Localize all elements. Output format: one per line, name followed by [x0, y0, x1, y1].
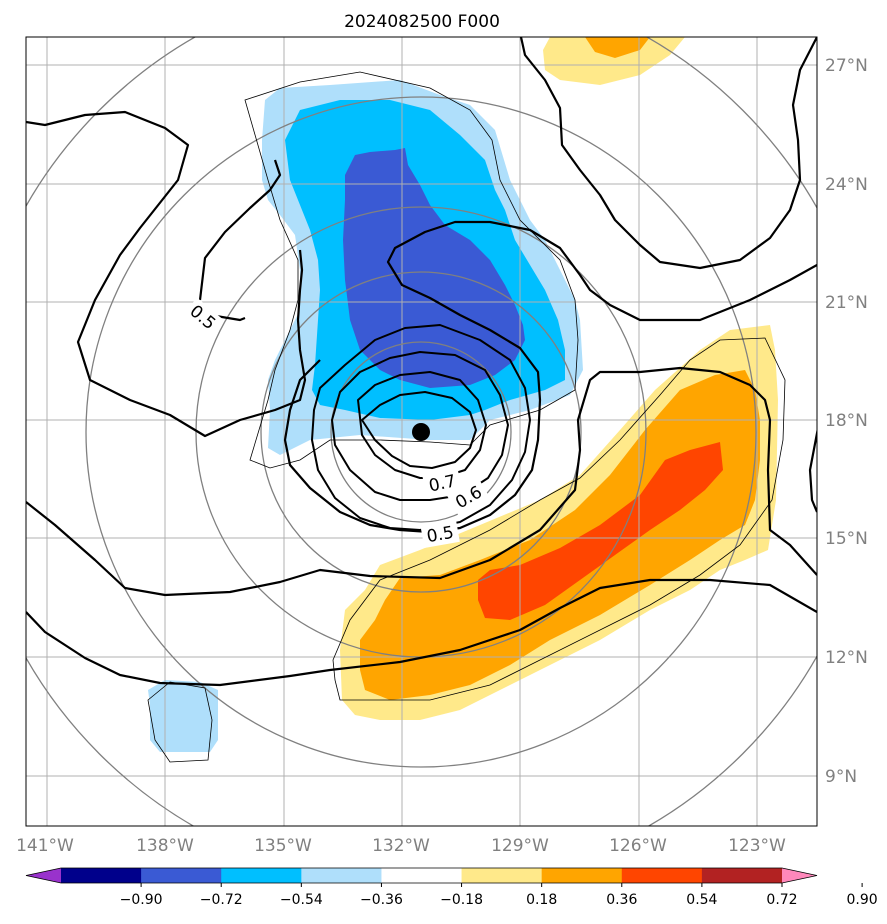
colorbar-tick-label: 0.54: [686, 892, 717, 908]
lon-label: 138°W: [136, 836, 194, 856]
lat-label: 9°N: [825, 767, 857, 787]
map-area: 0.5 0.7 0.6 0.5: [26, 37, 817, 826]
map-title: 2024082500 F000: [344, 12, 500, 32]
colorbar-extend-low: [26, 868, 61, 883]
lat-label: 21°N: [825, 293, 868, 313]
colorbar-tick-label: −0.54: [280, 892, 323, 908]
colorbar-extend-high: [782, 868, 817, 883]
contour-labels: 0.5 0.7 0.6 0.5: [182, 297, 490, 548]
colorbar-tick-label: 0.90: [847, 892, 878, 908]
colorbar-segment: [621, 868, 703, 883]
colorbar-tick-label: −0.90: [120, 892, 163, 908]
colorbar-segment: [541, 868, 623, 883]
lon-label: 132°W: [372, 836, 430, 856]
lon-label: 123°W: [728, 836, 786, 856]
colorbar-tick-label: 0.18: [526, 892, 557, 908]
lon-label: 126°W: [609, 836, 667, 856]
lon-label: 129°W: [491, 836, 549, 856]
colorbar-tick-label: 0.72: [766, 892, 797, 908]
lon-label: 135°W: [254, 836, 312, 856]
lat-label: 18°N: [825, 411, 868, 431]
lat-label: 27°N: [825, 56, 868, 76]
storm-center-marker: [412, 423, 430, 441]
center-contours: [311, 324, 531, 531]
colorbar-tick-label: 0.36: [606, 892, 637, 908]
lat-labels: 27°N 24°N 21°N 18°N 15°N 12°N 9°N: [825, 56, 868, 787]
lat-label: 24°N: [825, 175, 868, 195]
colorbar-tick-label: −0.36: [360, 892, 403, 908]
colorbar-tick-label: −0.18: [440, 892, 483, 908]
bold-contours: [26, 37, 817, 687]
lon-label: 141°W: [16, 836, 74, 856]
shade-orange: [360, 370, 760, 700]
lon-labels: 141°W 138°W 135°W 132°W 129°W 126°W 123°…: [16, 836, 786, 856]
colorbar-segment: [221, 868, 302, 883]
colorbar-segment: [381, 868, 463, 883]
colorbar-segment: [141, 868, 222, 883]
colorbar-tick-label: −0.72: [200, 892, 243, 908]
negative-shading: [148, 80, 583, 752]
shade-medium-blue: [343, 148, 525, 388]
colorbar-segment: [301, 868, 382, 883]
lat-label: 12°N: [825, 648, 868, 668]
positive-shading: [340, 37, 778, 720]
colorbar-segment: [61, 868, 142, 883]
shade-top-yellow: [543, 37, 685, 85]
map-border: [25, 36, 818, 827]
shade-top-orange: [585, 37, 650, 58]
colorbar-segment: [461, 868, 543, 883]
shade-red-orange: [478, 442, 723, 620]
colorbar-segment: [701, 868, 783, 883]
colorbar: −0.90 −0.72 −0.54 −0.36 −0.18 0.18 0.36 0.54 0.7…: [25, 867, 878, 908]
lat-label: 15°N: [825, 529, 868, 549]
colorbar-outline: [25, 867, 818, 884]
contour-label: 0.5: [425, 523, 455, 547]
